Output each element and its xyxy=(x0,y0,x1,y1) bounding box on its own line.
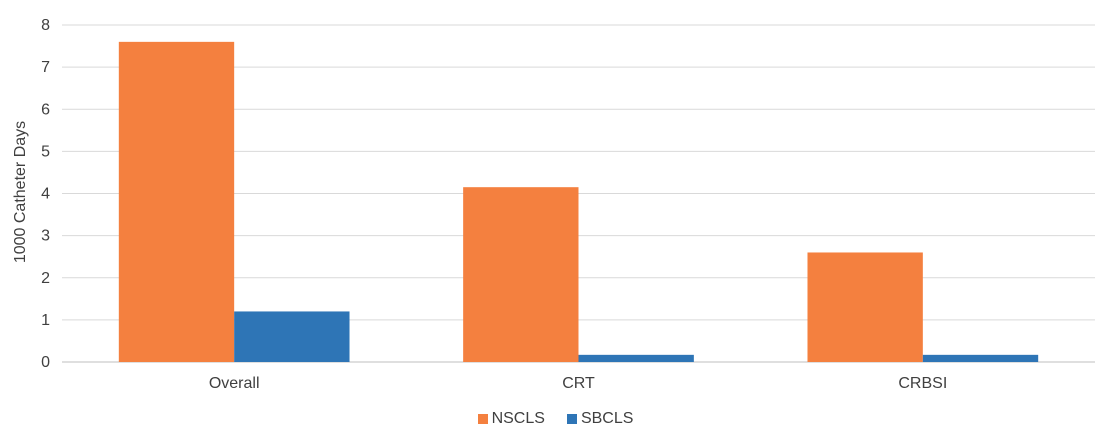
bar-nscls-crbsi xyxy=(807,252,923,362)
legend-label: NSCLS xyxy=(491,410,545,427)
legend-label: SBCLS xyxy=(580,410,634,427)
y-tick-labels: 0 1 2 3 4 5 6 7 8 xyxy=(41,17,50,371)
y-tick-label: 7 xyxy=(41,59,50,76)
y-tick-label: 4 xyxy=(41,186,50,203)
legend-swatch xyxy=(477,414,488,424)
y-tick-label: 3 xyxy=(41,228,50,245)
legend-item-sbcls: SBCLS xyxy=(566,410,634,428)
bar-nscls-crt xyxy=(463,187,579,362)
x-tick-labels: Overall CRT CRBSI xyxy=(209,375,947,392)
bar-chart: 0 1 2 3 4 5 6 7 8 Overall CRT CRBSI 1000 Catheter … xyxy=(12,17,1095,392)
y-axis-label: 1000 Catheter Days xyxy=(12,121,29,263)
bar-sbcls-overall xyxy=(234,311,350,362)
legend: NSCLS SBCLS xyxy=(0,410,1111,428)
bar-sbcls-crt xyxy=(578,354,694,362)
bars xyxy=(118,41,1039,362)
y-tick-label: 0 xyxy=(41,354,50,371)
bar-nscls-overall xyxy=(118,41,235,362)
y-tick-label: 5 xyxy=(41,143,50,160)
legend-item-nscls: NSCLS xyxy=(477,410,545,428)
y-tick-label: 2 xyxy=(41,270,50,287)
y-tick-label: 1 xyxy=(41,312,50,329)
bar-sbcls-crbsi xyxy=(922,354,1039,362)
y-tick-label: 8 xyxy=(41,17,50,34)
y-tick-label: 6 xyxy=(41,101,50,118)
x-tick-label: Overall xyxy=(209,375,260,392)
x-tick-label: CRT xyxy=(562,375,595,392)
legend-swatch xyxy=(566,414,577,424)
x-tick-label: CRBSI xyxy=(898,375,947,392)
